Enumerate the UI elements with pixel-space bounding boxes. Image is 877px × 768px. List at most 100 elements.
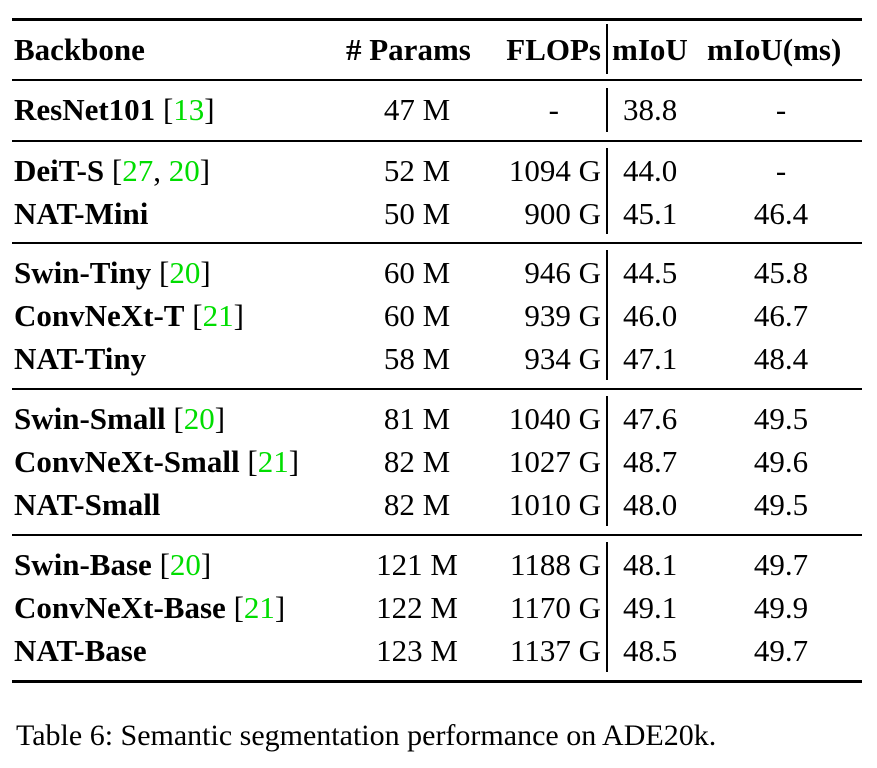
miou-ms-cell: 48.4 bbox=[753, 341, 809, 376]
backbone-cell: Swin-Small [20] bbox=[14, 401, 226, 436]
params-cell: 82 M bbox=[383, 444, 451, 479]
backbone-cell: NAT-Mini bbox=[14, 196, 148, 232]
params-cell: 60 M bbox=[383, 298, 451, 333]
backbone-name: NAT-Tiny bbox=[14, 341, 147, 376]
citation-link[interactable]: 21 bbox=[202, 298, 234, 333]
backbone-cell: ResNet101 [13] bbox=[14, 92, 215, 127]
params-cell: 58 M bbox=[383, 341, 451, 376]
header-backbone: Backbone bbox=[14, 32, 145, 67]
miou-ms-cell: 49.6 bbox=[753, 444, 809, 479]
miou-cell: 49.1 bbox=[623, 590, 678, 625]
params-cell: 82 M bbox=[383, 487, 451, 522]
citation-link[interactable]: 27 bbox=[122, 153, 154, 188]
backbone-cell: ConvNeXt-T [21] bbox=[14, 298, 244, 333]
column-divider bbox=[606, 148, 608, 234]
flops-cell: 939 G bbox=[524, 298, 601, 333]
backbone-cell: DeiT-S [27, 20] bbox=[14, 153, 211, 188]
miou-ms-cell: 45.8 bbox=[753, 255, 809, 290]
backbone-name: ConvNeXt-T bbox=[14, 298, 185, 333]
header-miou-ms: mIoU(ms) bbox=[707, 32, 842, 67]
header-miou: mIoU bbox=[612, 32, 688, 67]
group-rule bbox=[12, 140, 862, 142]
params-cell: 81 M bbox=[383, 401, 451, 436]
params-cell: 52 M bbox=[383, 153, 451, 188]
citation-link[interactable]: 20 bbox=[169, 255, 201, 290]
flops-cell: 934 G bbox=[524, 341, 601, 376]
top-rule bbox=[12, 18, 862, 21]
flops-cell: 1027 G bbox=[508, 444, 601, 479]
backbone-cell: NAT-Tiny bbox=[14, 341, 146, 377]
header-params: # Params bbox=[346, 32, 471, 67]
flops-cell: 1170 G bbox=[510, 590, 601, 625]
backbone-name: ResNet101 bbox=[14, 92, 156, 127]
flops-cell: 1040 G bbox=[508, 401, 601, 436]
miou-ms-cell: 49.9 bbox=[753, 590, 809, 625]
flops-cell: 1137 G bbox=[510, 633, 601, 668]
flops-cell: 900 G bbox=[524, 196, 601, 231]
backbone-name: Swin-Base bbox=[14, 547, 152, 582]
backbone-name: DeiT-S bbox=[14, 153, 105, 188]
backbone-name: ConvNeXt-Base bbox=[14, 590, 226, 625]
column-divider bbox=[606, 88, 608, 132]
backbone-cell: ConvNeXt-Base [21] bbox=[14, 590, 286, 625]
flops-cell: 1010 G bbox=[508, 487, 601, 522]
table-caption: Table 6: Semantic segmentation performan… bbox=[16, 719, 717, 752]
backbone-cell: Swin-Base [20] bbox=[14, 547, 212, 582]
backbone-cell: ConvNeXt-Small [21] bbox=[14, 444, 300, 479]
miou-ms-cell: 49.7 bbox=[753, 633, 809, 668]
flops-cell: 946 G bbox=[524, 255, 601, 290]
params-cell: 121 M bbox=[376, 547, 458, 582]
flops-cell: 1188 G bbox=[510, 547, 601, 582]
params-cell: 50 M bbox=[383, 196, 451, 231]
miou-cell: 48.0 bbox=[623, 487, 678, 522]
backbone-name: ConvNeXt-Small bbox=[14, 444, 240, 479]
miou-ms-cell: 46.4 bbox=[753, 196, 809, 231]
miou-cell: 48.7 bbox=[623, 444, 678, 479]
backbone-name: Swin-Tiny bbox=[14, 255, 152, 290]
header-rule bbox=[12, 79, 862, 81]
column-divider bbox=[606, 542, 608, 672]
backbone-cell: NAT-Base bbox=[14, 633, 147, 669]
group-rule bbox=[12, 388, 862, 390]
citation-link[interactable]: 13 bbox=[173, 92, 205, 127]
header-flops: FLOPs bbox=[506, 32, 601, 67]
miou-cell: 48.5 bbox=[623, 633, 678, 668]
bottom-rule bbox=[12, 680, 862, 683]
miou-ms-cell: - bbox=[775, 153, 787, 188]
miou-cell: 45.1 bbox=[623, 196, 678, 231]
citation-link[interactable]: 21 bbox=[243, 590, 275, 625]
params-cell: 47 M bbox=[383, 92, 451, 127]
params-cell: 123 M bbox=[376, 633, 458, 668]
miou-ms-cell: 46.7 bbox=[753, 298, 809, 333]
citation-link[interactable]: 20 bbox=[183, 401, 215, 436]
backbone-name: NAT-Mini bbox=[14, 196, 149, 231]
miou-cell: 47.1 bbox=[623, 341, 678, 376]
miou-ms-cell: 49.7 bbox=[753, 547, 809, 582]
citation-link[interactable]: 21 bbox=[257, 444, 289, 479]
column-divider bbox=[606, 250, 608, 380]
miou-cell: 44.5 bbox=[623, 255, 678, 290]
miou-cell: 38.8 bbox=[623, 92, 678, 127]
miou-cell: 47.6 bbox=[623, 401, 678, 436]
backbone-cell: NAT-Small bbox=[14, 487, 160, 523]
header-divider bbox=[606, 24, 608, 74]
miou-ms-cell: 49.5 bbox=[753, 401, 809, 436]
group-rule bbox=[12, 534, 862, 536]
flops-cell: - bbox=[548, 92, 559, 127]
backbone-cell: Swin-Tiny [20] bbox=[14, 255, 211, 290]
miou-cell: 48.1 bbox=[623, 547, 678, 582]
params-cell: 122 M bbox=[376, 590, 458, 625]
miou-cell: 44.0 bbox=[623, 153, 678, 188]
backbone-name: NAT-Small bbox=[14, 487, 161, 522]
backbone-name: Swin-Small bbox=[14, 401, 166, 436]
group-rule bbox=[12, 242, 862, 244]
miou-ms-cell: 49.5 bbox=[753, 487, 809, 522]
column-divider bbox=[606, 396, 608, 526]
flops-cell: 1094 G bbox=[508, 153, 601, 188]
backbone-name: NAT-Base bbox=[14, 633, 147, 668]
citation-link[interactable]: 20 bbox=[169, 547, 201, 582]
citation-link[interactable]: 20 bbox=[168, 153, 200, 188]
miou-ms-cell: - bbox=[775, 92, 787, 127]
params-cell: 60 M bbox=[383, 255, 451, 290]
miou-cell: 46.0 bbox=[623, 298, 678, 333]
